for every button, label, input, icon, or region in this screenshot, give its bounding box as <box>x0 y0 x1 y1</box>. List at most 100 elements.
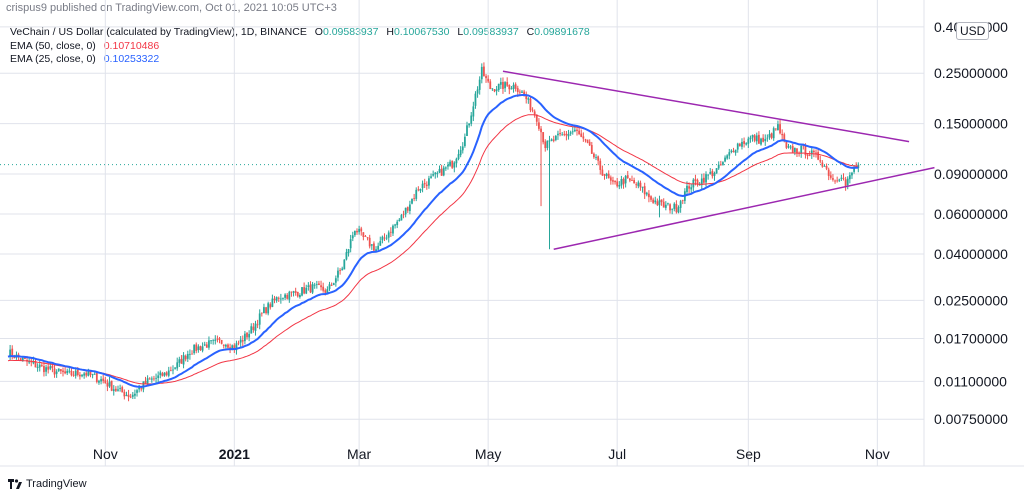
candle-body <box>538 122 540 129</box>
candle-body <box>595 157 597 158</box>
candle-body <box>508 85 511 90</box>
candle-body <box>76 369 79 375</box>
candle-body <box>853 166 855 172</box>
ohlc-close: C0.09891678 <box>527 26 590 38</box>
candle-body <box>159 372 162 376</box>
candle-body <box>667 203 669 205</box>
currency-label[interactable]: USD <box>956 22 990 40</box>
candle-body <box>387 232 390 238</box>
candle-body <box>457 154 460 159</box>
candle-body <box>328 284 331 289</box>
candle-body <box>793 147 796 153</box>
symbol-label[interactable]: VeChain / US Dollar (calculated by Tradi… <box>10 26 307 38</box>
candle-body <box>34 361 37 368</box>
candle-body <box>785 141 788 148</box>
candle-body <box>195 344 198 351</box>
candle-body <box>235 343 238 351</box>
candle-body <box>216 338 219 340</box>
candle-body <box>155 377 157 379</box>
trendlines[interactable] <box>502 70 935 250</box>
candle-body <box>440 168 443 176</box>
candle-body <box>686 185 688 193</box>
candle-body <box>324 290 327 293</box>
candle-body <box>700 178 703 186</box>
candle-body <box>736 143 739 150</box>
ema25-row[interactable]: EMA (25, close, 0) 0.10253322 <box>10 53 595 67</box>
candle-body <box>825 165 828 169</box>
candle-body <box>802 145 805 147</box>
candle-body <box>586 139 589 143</box>
candle-body <box>711 171 714 177</box>
candle-body <box>189 353 191 355</box>
candle-body <box>47 366 50 370</box>
candle-body <box>282 298 284 300</box>
candle-body <box>320 285 322 288</box>
candle-body <box>131 394 134 397</box>
candle-body <box>434 172 437 175</box>
candle-body <box>288 291 291 300</box>
candle-body <box>197 346 200 350</box>
candle-body <box>267 303 270 314</box>
price-axis[interactable]: 0.400000000.250000000.150000000.09000000… <box>934 19 1008 427</box>
candle-body <box>51 365 54 368</box>
candle-body <box>375 249 377 252</box>
candle-body <box>557 133 559 136</box>
candle-body <box>738 143 741 147</box>
y-tick-label: 0.01100000 <box>934 373 1007 389</box>
candle-body <box>368 237 371 247</box>
candle-body <box>379 241 382 246</box>
x-tick-label: Sep <box>736 446 761 462</box>
candle-body <box>603 174 606 176</box>
candle-body <box>688 186 690 189</box>
candle-body <box>205 344 208 348</box>
candle-body <box>347 249 350 254</box>
candle-body <box>218 338 221 340</box>
candle-body <box>764 139 767 142</box>
candle-body <box>548 140 551 142</box>
candle-body <box>119 387 122 389</box>
candle-body <box>817 151 820 160</box>
candle-body <box>419 189 422 191</box>
candle-body <box>571 131 574 133</box>
candle-body <box>664 204 667 208</box>
candle-body <box>679 201 682 208</box>
candle-body <box>694 178 697 181</box>
candle-body <box>593 153 595 158</box>
candle-body <box>353 230 356 236</box>
candle-body <box>402 214 405 216</box>
candle-body <box>49 366 52 369</box>
trendline-lower[interactable] <box>553 166 935 250</box>
candle-body <box>453 162 456 168</box>
candle-body <box>260 312 263 314</box>
candle-body <box>385 237 388 239</box>
candle-body <box>472 106 475 117</box>
candle-body <box>303 287 306 294</box>
candle-body <box>783 134 786 142</box>
candle-body <box>529 98 532 111</box>
candle-body <box>732 151 735 153</box>
candle-body <box>590 145 593 154</box>
candle-body <box>478 79 481 90</box>
candle-body <box>578 130 581 135</box>
candle-body <box>81 374 83 377</box>
candle-body <box>573 129 576 132</box>
candle-body <box>186 354 189 359</box>
time-axis[interactable]: Nov 2021 Mar May Jul Sep Nov <box>93 446 890 462</box>
candle-body <box>144 380 147 384</box>
candle-body <box>671 208 674 210</box>
candle-body <box>332 283 335 286</box>
candle-body <box>631 180 633 181</box>
trendline-upper[interactable] <box>502 70 910 143</box>
candle-body <box>719 164 722 166</box>
candle-body <box>461 146 464 151</box>
ohlc-open-value: 0.09583937 <box>322 26 379 38</box>
candle-body <box>808 154 811 156</box>
candle-body <box>309 284 312 293</box>
candle-body <box>474 93 477 106</box>
candle-body <box>305 287 308 294</box>
candle-body <box>580 133 583 137</box>
candle-body <box>569 132 572 134</box>
candle-body <box>510 88 513 90</box>
ema50-row[interactable]: EMA (50, close, 0) 0.10710486 <box>10 40 595 54</box>
